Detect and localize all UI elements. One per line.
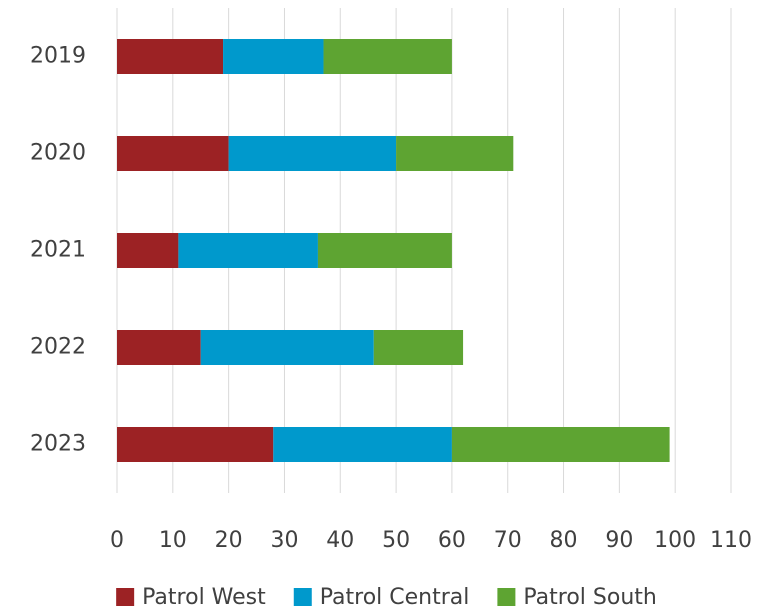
x-tick-label: 110 bbox=[710, 528, 752, 553]
bar-segment bbox=[228, 136, 397, 171]
bar-segment bbox=[178, 233, 318, 268]
bar-segment bbox=[117, 39, 224, 74]
x-tick-label: 90 bbox=[605, 528, 633, 553]
bar-segment bbox=[117, 427, 274, 462]
x-tick-label: 30 bbox=[270, 528, 298, 553]
bar-segment bbox=[323, 39, 452, 74]
bar-segment bbox=[273, 427, 452, 462]
y-tick-label: 2021 bbox=[30, 238, 86, 263]
x-tick-label: 20 bbox=[215, 528, 243, 553]
legend-swatch bbox=[497, 588, 516, 606]
bar-segment bbox=[117, 136, 229, 171]
x-tick-label: 100 bbox=[654, 528, 696, 553]
y-tick-label: 2022 bbox=[30, 335, 86, 360]
y-tick-label: 2019 bbox=[30, 44, 86, 69]
legend-label: Patrol Central bbox=[320, 585, 470, 610]
x-tick-label: 70 bbox=[494, 528, 522, 553]
bar-segment bbox=[451, 427, 670, 462]
x-tick-label: 80 bbox=[550, 528, 578, 553]
bar-segment bbox=[223, 39, 324, 74]
bar-segment bbox=[117, 233, 179, 268]
bar-segment bbox=[396, 136, 514, 171]
y-tick-label: 2023 bbox=[30, 432, 86, 457]
x-tick-label: 50 bbox=[382, 528, 410, 553]
y-tick-label: 2020 bbox=[30, 141, 86, 166]
bar-segment bbox=[117, 330, 201, 365]
bar-segment bbox=[317, 233, 452, 268]
x-tick-label: 60 bbox=[438, 528, 466, 553]
legend-swatch bbox=[116, 588, 135, 606]
x-tick-label: 10 bbox=[159, 528, 187, 553]
legend-swatch bbox=[293, 588, 312, 606]
legend-label: Patrol West bbox=[142, 585, 266, 610]
bar-segment bbox=[373, 330, 464, 365]
x-tick-label: 40 bbox=[326, 528, 354, 553]
legend-label: Patrol South bbox=[523, 585, 656, 610]
bar-segment bbox=[200, 330, 374, 365]
x-tick-label: 0 bbox=[110, 528, 124, 553]
